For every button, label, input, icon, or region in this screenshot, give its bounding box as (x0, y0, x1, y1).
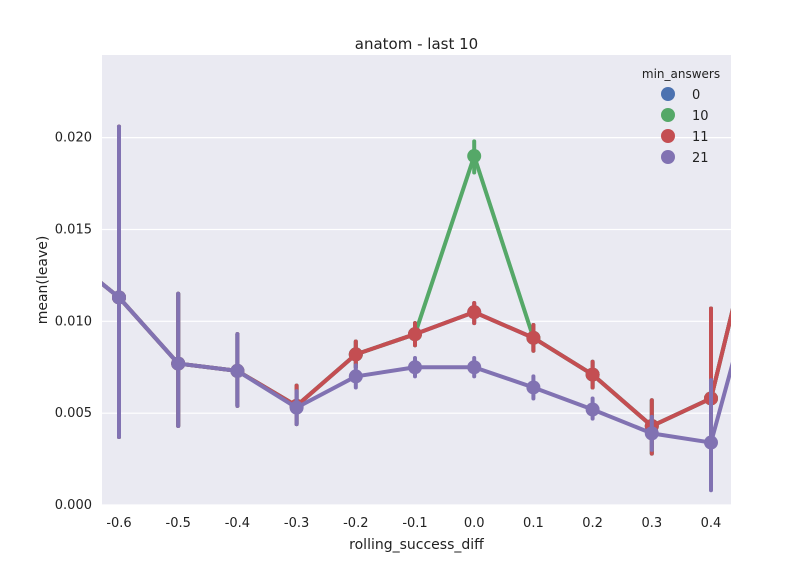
legend-label: 0 (692, 88, 700, 103)
x-tick-label: -0.2 (343, 516, 368, 531)
legend-marker (661, 129, 675, 143)
data-point (171, 356, 186, 371)
legend-label: 10 (692, 109, 709, 124)
y-tick-label: 0.000 (55, 498, 92, 513)
data-point (467, 305, 482, 320)
plot-background (102, 55, 731, 505)
data-point (526, 330, 541, 345)
x-axis-ticks: -0.6 -0.5 -0.4 -0.3 -0.2 -0.1 0.0 0.1 0.2 0.3 0.4 (106, 516, 721, 531)
data-point (289, 400, 304, 415)
data-point (348, 347, 363, 362)
series-layer (102, 124, 731, 493)
x-tick-label: -0.6 (106, 516, 131, 531)
data-point (644, 426, 659, 441)
legend-marker (661, 150, 675, 164)
data-point (230, 363, 245, 378)
data-point (467, 149, 482, 164)
data-point (408, 360, 422, 375)
legend-marker (661, 87, 675, 101)
y-tick-label: 0.005 (55, 406, 92, 421)
data-point (112, 290, 126, 305)
y-tick-label: 0.015 (55, 222, 92, 237)
data-point (408, 327, 422, 342)
data-point (467, 360, 482, 375)
legend-marker (661, 108, 675, 122)
y-axis-title: mean(leave) (35, 236, 51, 325)
legend-title: min_answers (642, 67, 720, 81)
x-tick-label: 0.0 (464, 516, 485, 531)
data-point (348, 369, 363, 384)
legend-label: 11 (692, 130, 709, 145)
y-tick-label: 0.020 (55, 131, 92, 146)
data-point (585, 367, 600, 382)
x-tick-label: 0.4 (701, 516, 722, 531)
x-tick-label: 0.3 (641, 516, 662, 531)
chart-title: anatom - last 10 (355, 35, 478, 53)
x-tick-label: 0.2 (582, 516, 603, 531)
legend: min_answers 0 10 11 21 (642, 67, 720, 166)
gridlines (102, 137, 731, 506)
data-point (526, 380, 541, 395)
data-point (704, 435, 718, 450)
x-tick-label: 0.1 (523, 516, 544, 531)
x-axis-title: rolling_success_diff (349, 537, 484, 553)
x-tick-label: -0.3 (284, 516, 309, 531)
legend-label: 21 (692, 151, 709, 166)
series-21 (102, 124, 731, 493)
x-tick-label: -0.1 (402, 516, 427, 531)
y-axis-ticks: 0.000 0.005 0.010 0.015 0.020 (55, 131, 92, 513)
y-tick-label: 0.010 (55, 314, 92, 329)
x-tick-label: -0.5 (166, 516, 191, 531)
x-tick-label: -0.4 (225, 516, 250, 531)
data-point (585, 402, 600, 417)
